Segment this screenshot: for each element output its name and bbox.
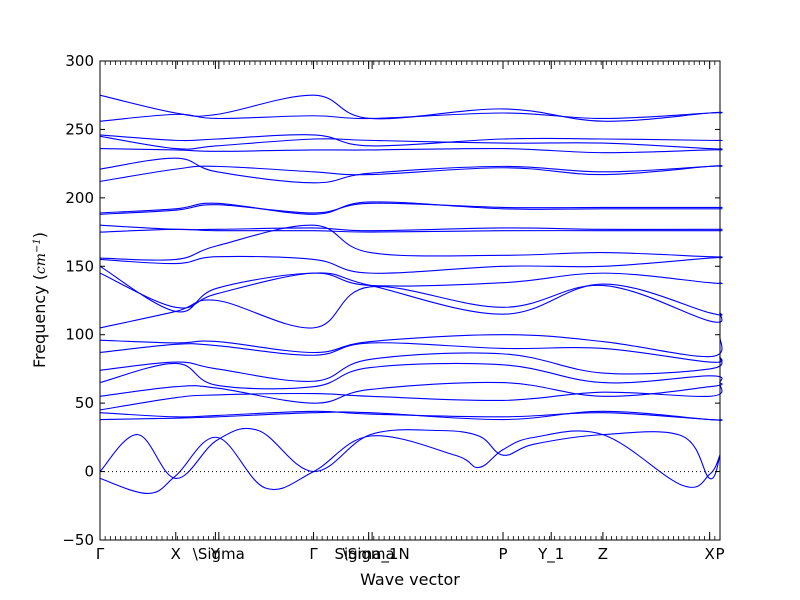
band-15	[99, 272, 723, 316]
x-tick-label: P	[498, 545, 507, 563]
band-24	[99, 410, 723, 421]
band-19	[99, 352, 723, 382]
y-tick-label: −50	[62, 531, 94, 549]
x-tick-label: P	[715, 545, 724, 563]
x-tick-label: Sigma_1N	[334, 545, 409, 564]
x-tick-label: Z	[598, 545, 608, 563]
band-13	[99, 255, 723, 274]
band-14	[99, 265, 723, 313]
band-11	[99, 228, 723, 233]
phonon-band-lines	[99, 94, 723, 495]
band-17	[99, 334, 723, 358]
x-tick-label: Y_1	[537, 545, 564, 564]
x-axis-label: Wave vector	[360, 570, 460, 589]
y-tick-label: 50	[75, 394, 94, 412]
band-9	[99, 202, 723, 215]
band-3	[99, 134, 723, 147]
band-5	[99, 147, 723, 154]
band-4	[99, 135, 723, 150]
x-tick-label: X	[171, 545, 181, 563]
plot-frame	[99, 60, 721, 541]
band-7	[99, 165, 723, 182]
y-tick-label: 100	[65, 326, 94, 344]
band-23	[99, 410, 723, 421]
band-18	[99, 342, 723, 363]
band-8	[99, 201, 723, 215]
band-26	[99, 430, 721, 495]
x-tick-label: \Sigma	[193, 545, 245, 563]
band-2	[99, 112, 723, 122]
band-20	[99, 362, 723, 390]
band-21	[99, 381, 723, 404]
x-tick-label: Y	[210, 545, 221, 563]
x-tick-label: \Sigma	[343, 545, 395, 563]
band-12	[99, 224, 723, 261]
y-tick-label: 0	[84, 463, 94, 481]
y-tick-label: 300	[65, 52, 94, 70]
y-tick-label: 150	[65, 257, 94, 275]
band-25	[99, 427, 721, 480]
x-tick-label: X	[705, 545, 715, 563]
band-22	[99, 383, 723, 411]
y-axis-label: Frequency (cm−1)	[30, 232, 49, 368]
band-16	[99, 284, 723, 329]
y-tick-label: 200	[65, 189, 94, 207]
x-tick-label: Γ	[309, 545, 318, 563]
band-6	[99, 157, 723, 184]
x-tick-label: Γ	[96, 545, 105, 563]
y-tick-label: 250	[65, 120, 94, 138]
